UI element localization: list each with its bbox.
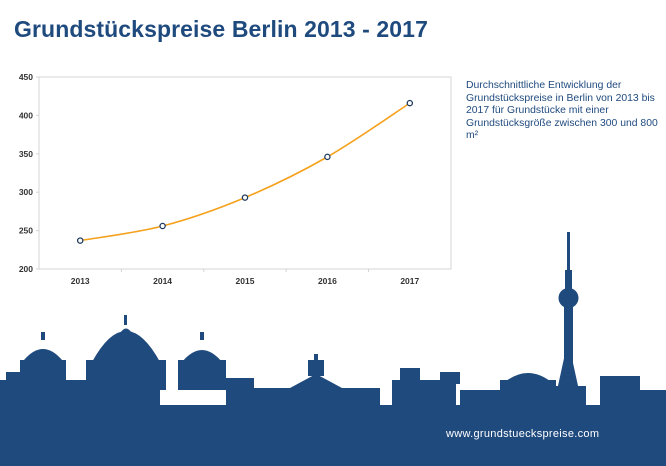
website-url: www.grundstueckspreise.com [446,428,599,440]
